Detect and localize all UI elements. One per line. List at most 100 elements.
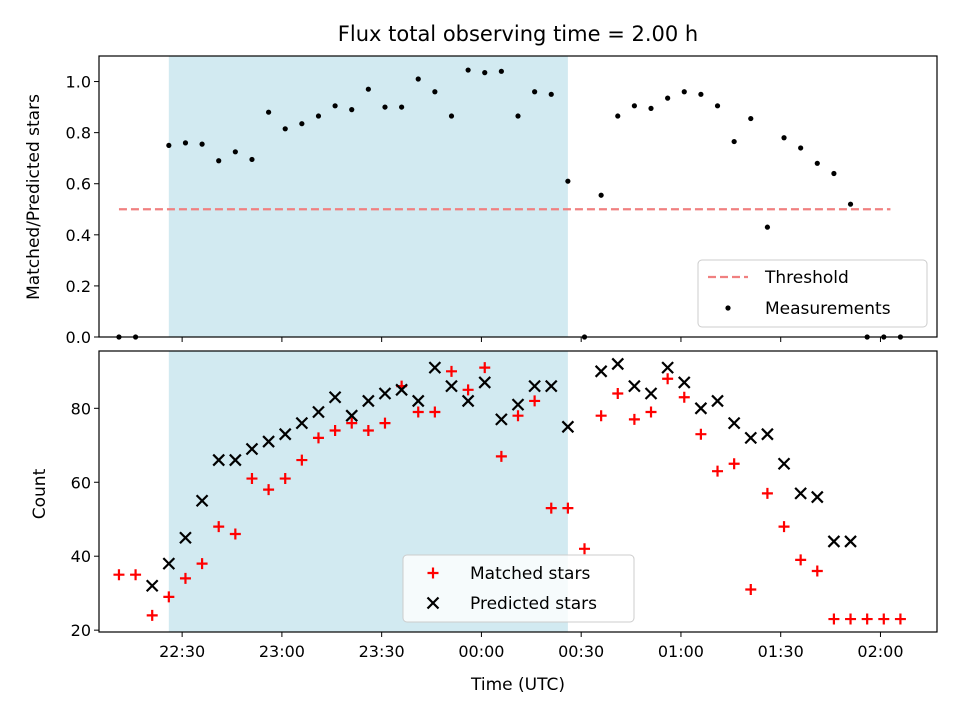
data-point (145, 579, 159, 593)
data-point (515, 113, 521, 119)
data-point (282, 126, 288, 132)
legend-threshold-label: Threshold (764, 268, 849, 288)
data-point (748, 115, 754, 122)
data-point (399, 104, 405, 110)
data-point (395, 383, 408, 397)
data-point (631, 103, 637, 109)
x-axis-label: Time (UTC) (470, 675, 565, 695)
data-point (529, 395, 541, 407)
data-point (844, 535, 857, 548)
data-point (332, 103, 338, 109)
data-point (429, 406, 441, 418)
data-point (628, 413, 640, 425)
data-point (714, 103, 721, 109)
data-point (462, 384, 474, 396)
data-point (216, 158, 222, 164)
data-point (827, 535, 841, 548)
x-tick-label: 02:00 (857, 642, 903, 661)
data-point (229, 528, 241, 540)
ratio-panel: 0.0 0.2 0.4 0.6 0.8 1.0 Flux total observing … (24, 22, 938, 347)
data-point (249, 156, 255, 163)
data-point (728, 458, 740, 470)
data-point (727, 416, 741, 430)
data-point (565, 178, 571, 184)
data-point (378, 387, 392, 400)
legend-predicted-stars-swatch (426, 596, 440, 610)
x-tick-label: 23:00 (259, 642, 305, 661)
data-point (694, 402, 708, 415)
data-point (598, 192, 604, 198)
data-point (761, 487, 773, 499)
data-point (445, 379, 458, 393)
data-point (678, 391, 690, 403)
data-point (811, 490, 824, 504)
y-tick-label: 1.0 (66, 73, 91, 92)
data-point (511, 398, 525, 411)
x-tick-label: 01:00 (658, 642, 704, 661)
data-point (428, 361, 442, 374)
data-point (465, 67, 471, 73)
data-point (278, 427, 292, 441)
data-point (811, 565, 823, 577)
data-point (878, 613, 890, 625)
data-point (482, 70, 488, 76)
ratio-y-axis-label: Matched/Predicted stars (24, 94, 44, 300)
data-point (828, 613, 840, 625)
data-point (698, 91, 704, 97)
data-point (382, 104, 388, 110)
observing-window-band (168, 56, 568, 337)
data-point (346, 417, 358, 429)
data-point (232, 149, 238, 155)
data-point (561, 420, 575, 434)
data-point (362, 424, 374, 436)
data-point (345, 409, 359, 422)
legend-measurements-label: Measurements (765, 299, 891, 319)
data-point (130, 569, 142, 581)
data-point (794, 487, 807, 500)
data-point (831, 170, 837, 177)
data-point (681, 89, 687, 95)
data-point (761, 427, 774, 441)
data-point (645, 406, 657, 418)
data-point (764, 224, 771, 230)
count-legend: Matched stars Predicted stars (402, 554, 635, 623)
data-point (479, 362, 491, 374)
data-point (246, 473, 258, 485)
data-point (329, 424, 341, 436)
series-predicted-stars (145, 357, 857, 593)
data-point (545, 502, 557, 514)
data-point (644, 387, 658, 400)
data-point (744, 431, 758, 445)
x-tick-label: 00:00 (458, 642, 504, 661)
data-point (262, 435, 275, 448)
data-point (512, 410, 524, 422)
data-point (182, 140, 189, 146)
data-point (847, 201, 854, 207)
data-point (448, 113, 455, 119)
data-point (528, 379, 541, 393)
data-point (677, 376, 691, 389)
data-point (548, 91, 554, 97)
y-tick-label: 40 (71, 547, 91, 566)
data-point (362, 394, 375, 408)
series-matched-stars (113, 362, 906, 625)
data-point (695, 428, 707, 440)
data-point (445, 365, 457, 377)
data-point (711, 394, 724, 408)
data-point (146, 609, 158, 621)
data-point (229, 453, 242, 467)
count-y-axis: 20 40 60 80 (71, 399, 99, 640)
data-point (195, 494, 209, 508)
data-point (712, 465, 724, 477)
data-point (432, 89, 438, 95)
data-point (648, 105, 654, 111)
data-point (495, 450, 507, 462)
count-panel: 20 40 60 80 22:30 23:00 23:30 00:00 00:30 01:00 0… (30, 350, 938, 695)
y-tick-label: 0.6 (66, 175, 91, 194)
data-point (495, 413, 508, 426)
data-point (312, 405, 325, 419)
data-point (166, 142, 172, 149)
data-point (798, 145, 804, 151)
y-tick-label: 0.8 (66, 124, 91, 143)
data-point (365, 86, 371, 92)
